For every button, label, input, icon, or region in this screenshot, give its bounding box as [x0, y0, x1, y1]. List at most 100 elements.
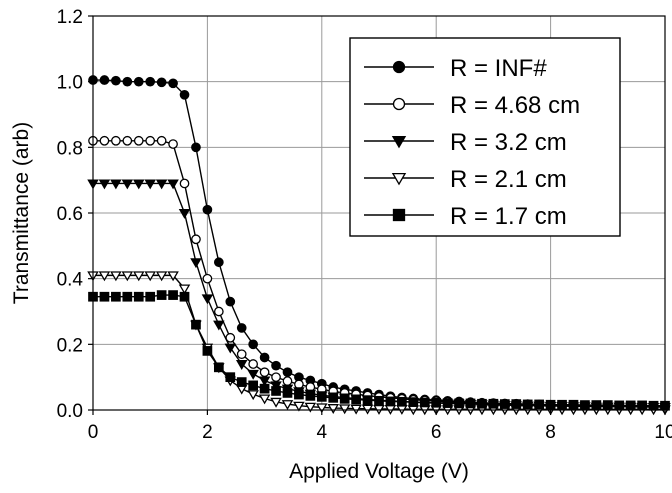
- data-point: [488, 398, 499, 409]
- data-point: [133, 135, 144, 146]
- series-5: [88, 290, 670, 411]
- data-point: [281, 400, 294, 411]
- data-point: [121, 179, 134, 190]
- data-point: [225, 372, 236, 383]
- data-point: [133, 271, 145, 282]
- data-point: [133, 76, 144, 87]
- data-point: [259, 352, 270, 363]
- y-tick-label: 0.0: [57, 401, 83, 422]
- data-point: [454, 398, 464, 409]
- data-point: [591, 400, 602, 410]
- data-point: [111, 135, 121, 146]
- data-point: [178, 284, 191, 295]
- data-point: [98, 271, 111, 282]
- data-point: [168, 290, 178, 300]
- data-point: [350, 404, 362, 415]
- data-point: [155, 179, 168, 190]
- data-point: [270, 397, 282, 408]
- data-point: [110, 179, 122, 190]
- data-point: [110, 271, 122, 282]
- data-point: [99, 75, 110, 85]
- y-tick-label: 1.2: [57, 7, 83, 28]
- data-point: [374, 395, 384, 406]
- data-point: [648, 400, 659, 411]
- data-point: [339, 393, 350, 404]
- data-point: [408, 397, 419, 407]
- data-point: [271, 386, 281, 396]
- data-point: [225, 296, 236, 307]
- data-point: [465, 398, 476, 409]
- x-axis-title: Applied Voltage (V): [289, 460, 469, 483]
- data-point: [397, 396, 407, 407]
- legend-marker: [392, 208, 406, 222]
- data-point: [99, 135, 110, 146]
- y-tick-label: 0.4: [57, 270, 84, 291]
- data-point: [259, 367, 270, 378]
- data-point: [167, 271, 179, 282]
- data-point: [282, 388, 293, 398]
- data-point: [602, 400, 613, 410]
- data-point: [282, 376, 293, 386]
- data-point: [511, 399, 522, 409]
- data-point: [304, 402, 317, 413]
- legend-marker: [391, 172, 407, 186]
- data-point: [213, 362, 224, 373]
- legend-marker: [392, 60, 406, 74]
- data-point: [327, 404, 339, 414]
- axis-ticks: 0 2 4 6 8 10 0.0 0.2 0.4 0.6 0.8 1.0 1.2: [57, 7, 672, 443]
- data-point: [259, 383, 270, 394]
- data-point: [179, 291, 190, 302]
- data-point: [316, 392, 327, 402]
- data-point: [144, 179, 156, 190]
- data-point: [557, 399, 567, 410]
- data-point: [145, 291, 156, 302]
- data-point: [442, 398, 453, 408]
- data-point: [191, 142, 201, 153]
- data-point: [111, 75, 121, 86]
- data-point: [111, 291, 121, 302]
- data-point: [224, 343, 237, 354]
- data-point: [247, 369, 259, 380]
- data-point: [235, 360, 248, 370]
- data-point: [248, 359, 259, 369]
- data-point: [385, 396, 396, 407]
- legend-label: R = 4.68 cm: [450, 92, 580, 119]
- x-tick-label: 4: [317, 422, 328, 443]
- data-point: [178, 208, 191, 219]
- x-tick-label: 6: [431, 422, 442, 443]
- legend-label: R = INF#: [450, 55, 547, 82]
- data-point: [145, 135, 156, 146]
- data-point: [580, 400, 590, 410]
- data-point: [351, 394, 361, 405]
- data-point: [167, 179, 179, 190]
- data-point: [133, 291, 144, 302]
- data-point: [98, 179, 111, 190]
- data-point: [305, 391, 316, 401]
- data-point: [179, 89, 190, 100]
- data-point: [99, 291, 110, 302]
- data-point: [191, 319, 201, 330]
- data-point: [362, 395, 373, 406]
- data-point: [258, 376, 271, 387]
- legend-entry: R = 1.7 cm: [364, 203, 567, 230]
- data-point: [270, 381, 282, 392]
- data-point: [293, 401, 305, 412]
- data-point: [625, 400, 636, 411]
- data-point: [258, 394, 271, 405]
- y-tick-label: 0.8: [57, 138, 83, 159]
- data-point: [534, 399, 545, 410]
- data-point: [122, 291, 133, 302]
- data-point: [155, 271, 168, 282]
- data-point: [213, 320, 225, 331]
- data-point: [156, 77, 167, 88]
- legend-label: R = 3.2 cm: [450, 129, 567, 156]
- data-point: [145, 76, 156, 87]
- data-point: [133, 179, 145, 190]
- data-point: [247, 390, 259, 401]
- data-point: [202, 346, 213, 356]
- data-point: [236, 323, 247, 333]
- data-point: [190, 258, 202, 269]
- data-point: [419, 397, 430, 408]
- y-axis-title: Transmittance (arb): [10, 122, 33, 304]
- data-point: [202, 273, 213, 284]
